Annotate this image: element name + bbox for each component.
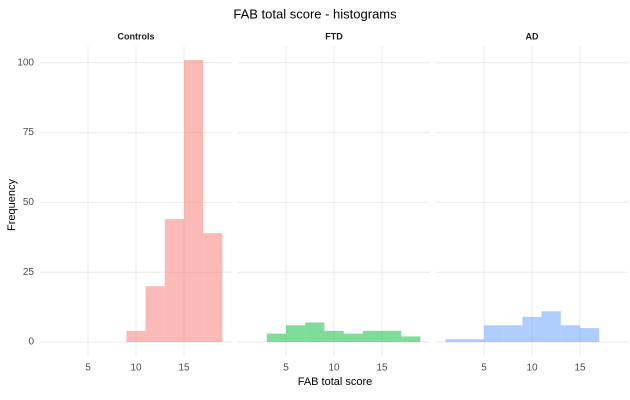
histogram-bar xyxy=(580,328,600,343)
histogram-bar xyxy=(362,330,382,343)
x-tick-label: 10 xyxy=(130,363,142,374)
chart-title: FAB total score - histograms xyxy=(233,6,397,21)
histogram-bar xyxy=(203,233,223,343)
histogram-bar xyxy=(401,336,421,343)
y-tick-label: 75 xyxy=(23,127,35,138)
x-tick-label: 15 xyxy=(376,363,388,374)
histogram-bar xyxy=(286,325,306,343)
x-tick-label: 15 xyxy=(574,363,586,374)
histogram-bar xyxy=(382,330,402,343)
histogram-bar xyxy=(484,325,504,343)
histogram-bar xyxy=(522,316,542,343)
y-tick-label: 50 xyxy=(23,197,35,208)
histogram-bar xyxy=(560,325,580,343)
y-tick-label: 0 xyxy=(28,337,34,348)
x-tick-label: 10 xyxy=(328,363,340,374)
x-tick-label: 15 xyxy=(178,363,190,374)
histogram-bar xyxy=(164,219,184,343)
x-tick-label: 5 xyxy=(283,363,289,374)
histogram-bar xyxy=(503,325,523,343)
strip-label: Controls xyxy=(118,31,155,41)
histogram-bar xyxy=(145,286,165,343)
strip-label: AD xyxy=(526,31,539,41)
histogram-bar xyxy=(305,322,325,343)
histogram-bar xyxy=(184,59,204,343)
histogram-bar xyxy=(126,330,146,343)
strip-label: FTD xyxy=(325,31,343,41)
histogram-bar xyxy=(464,339,484,343)
histogram-bar xyxy=(445,339,465,343)
histogram-bar xyxy=(343,333,363,343)
y-tick-label: 100 xyxy=(17,57,34,68)
y-tick-label: 25 xyxy=(23,267,35,278)
x-tick-label: 10 xyxy=(526,363,538,374)
x-tick-label: 5 xyxy=(481,363,487,374)
x-axis-title: FAB total score xyxy=(298,376,373,388)
x-tick-label: 5 xyxy=(85,363,91,374)
histogram-bar xyxy=(324,330,344,343)
histogram-bar xyxy=(266,333,286,343)
y-axis-title: Frequency xyxy=(6,179,18,231)
histogram-bar xyxy=(541,311,561,343)
